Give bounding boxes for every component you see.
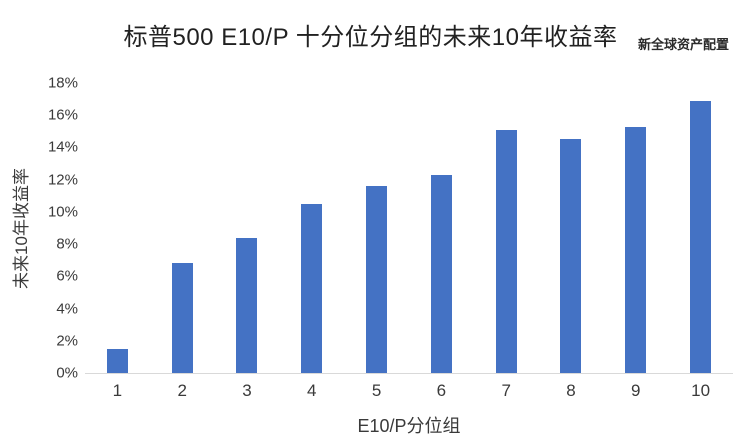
bar-slot: [215, 83, 280, 373]
y-tick-label: 16%: [47, 106, 78, 124]
x-tick-label: 3: [242, 381, 252, 400]
y-tick-label: 6%: [56, 267, 78, 285]
bar-slot: [150, 83, 215, 373]
bar-slot: [474, 83, 539, 373]
bar-decile-10: [690, 100, 712, 373]
y-tick-label: 18%: [47, 74, 78, 92]
y-tick-label: 0%: [56, 364, 78, 382]
y-tick-label: 2%: [56, 332, 78, 350]
bar-decile-5: [366, 186, 388, 373]
bar-slot: [539, 83, 604, 373]
bar-decile-3: [236, 237, 258, 373]
bar-decile-4: [301, 203, 323, 373]
chart-title: 标普500 E10/P 十分位分组的未来10年收益率: [123, 24, 618, 51]
y-axis-tick-labels: 0% 2% 4% 6% 8% 10% 12% 14% 16% 18%: [0, 76, 78, 381]
y-tick-label: 4%: [56, 300, 78, 318]
x-tick-label: 5: [371, 381, 382, 400]
bar-slot: [279, 83, 344, 373]
bar-decile-8: [560, 139, 582, 373]
bar-slot: [85, 83, 150, 373]
x-axis-tick-labels: 1 2 3 4 5 6 7 8 9 10: [85, 381, 733, 401]
bar-decile-2: [171, 263, 193, 373]
x-tick-label: 8: [566, 381, 576, 400]
x-tick-label: 9: [631, 381, 641, 400]
bar-slot: [344, 83, 409, 373]
bar-slot: [409, 83, 474, 373]
x-tick-label: 4: [307, 381, 317, 400]
bar-slot: [603, 83, 668, 373]
bar-decile-7: [495, 129, 517, 373]
y-tick-label: 12%: [47, 171, 78, 189]
y-tick-label: 14%: [47, 138, 78, 156]
bar-slot: [668, 83, 733, 373]
y-tick-label: 10%: [47, 203, 78, 221]
watermark-brand: 新全球资产配置: [637, 37, 729, 52]
x-tick-label: 7: [501, 381, 511, 400]
y-tick-label: 8%: [56, 235, 78, 253]
bar-decile-9: [625, 126, 647, 373]
plot-area: [85, 83, 733, 374]
x-tick-label: 2: [177, 381, 187, 400]
bar-decile-1: [106, 348, 128, 373]
x-tick-label: 10: [691, 381, 711, 400]
bar-decile-6: [430, 174, 452, 373]
x-tick-label: 6: [436, 381, 447, 400]
x-tick-label: 1: [112, 381, 123, 400]
x-axis-title: E10/P分位组: [357, 416, 461, 436]
